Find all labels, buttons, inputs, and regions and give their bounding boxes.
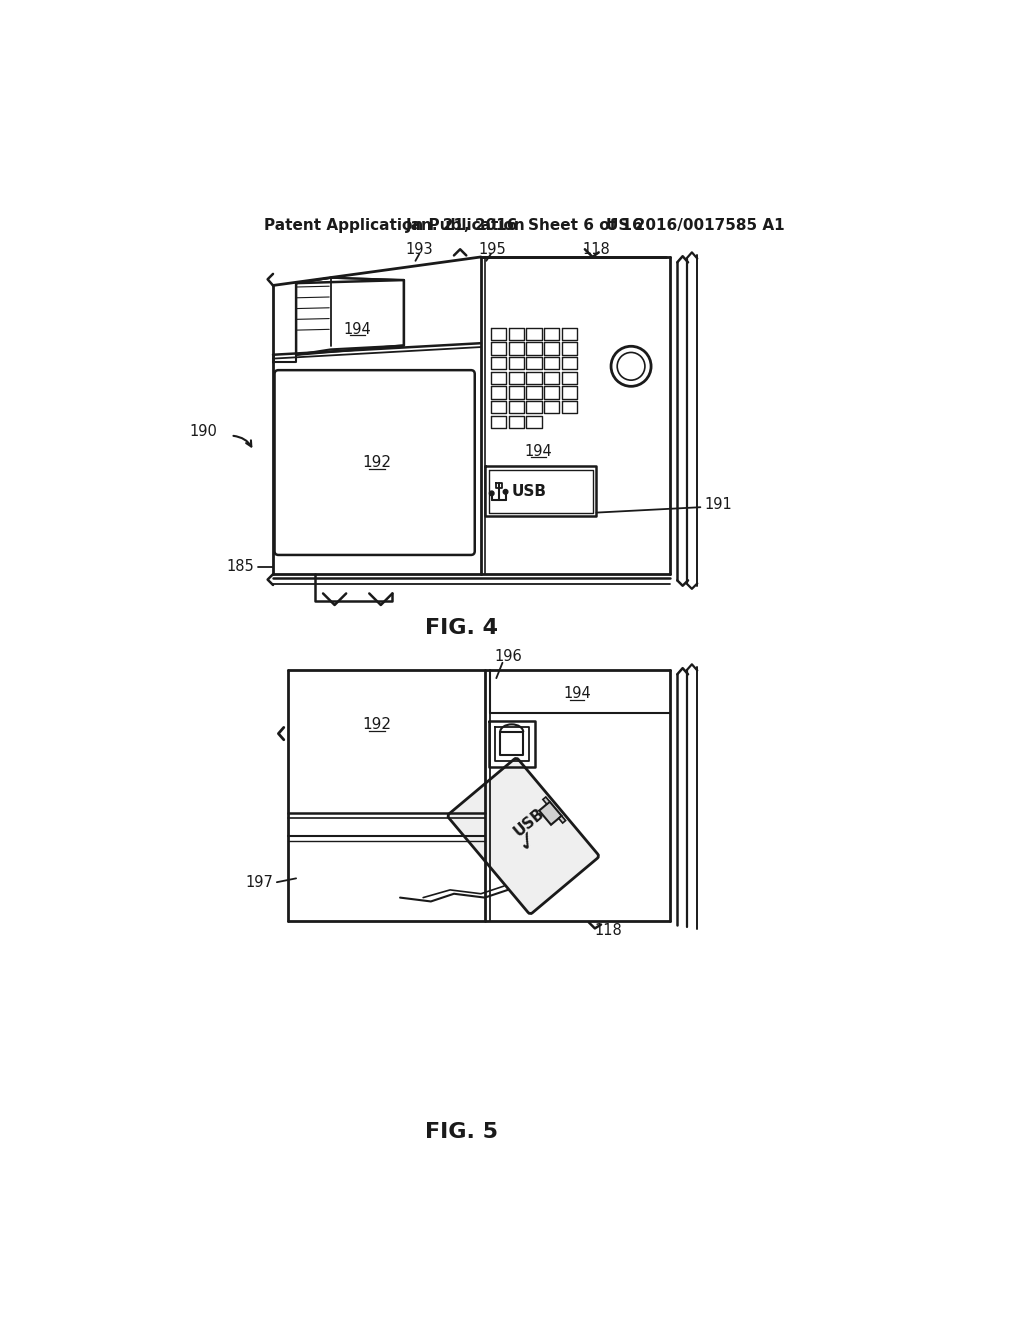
Text: 192: 192 <box>362 717 391 731</box>
Bar <box>540 801 561 825</box>
Text: 190: 190 <box>189 424 217 440</box>
Text: 193: 193 <box>406 242 433 257</box>
Bar <box>559 816 565 824</box>
Text: 195: 195 <box>478 242 506 257</box>
Text: ✓: ✓ <box>511 824 543 855</box>
Text: 118: 118 <box>583 242 610 257</box>
Text: 196: 196 <box>494 649 522 664</box>
Text: FIG. 4: FIG. 4 <box>425 618 498 638</box>
Text: 197: 197 <box>245 875 273 890</box>
Text: 191: 191 <box>705 498 732 512</box>
Text: FIG. 5: FIG. 5 <box>425 1122 498 1142</box>
Text: USB: USB <box>512 483 547 499</box>
Text: 194: 194 <box>563 686 591 701</box>
Text: Patent Application Publication: Patent Application Publication <box>264 218 524 232</box>
Text: 194: 194 <box>344 322 372 337</box>
Text: US 2016/0017585 A1: US 2016/0017585 A1 <box>606 218 785 232</box>
FancyBboxPatch shape <box>447 758 599 913</box>
Text: USB: USB <box>511 805 548 840</box>
Bar <box>543 797 550 804</box>
Text: 192: 192 <box>362 455 391 470</box>
Circle shape <box>503 490 508 494</box>
Text: 118: 118 <box>594 923 622 939</box>
Text: 194: 194 <box>524 444 553 458</box>
Text: Jan. 21, 2016  Sheet 6 of 16: Jan. 21, 2016 Sheet 6 of 16 <box>406 218 644 232</box>
Text: 185: 185 <box>226 558 254 574</box>
Circle shape <box>489 491 494 496</box>
